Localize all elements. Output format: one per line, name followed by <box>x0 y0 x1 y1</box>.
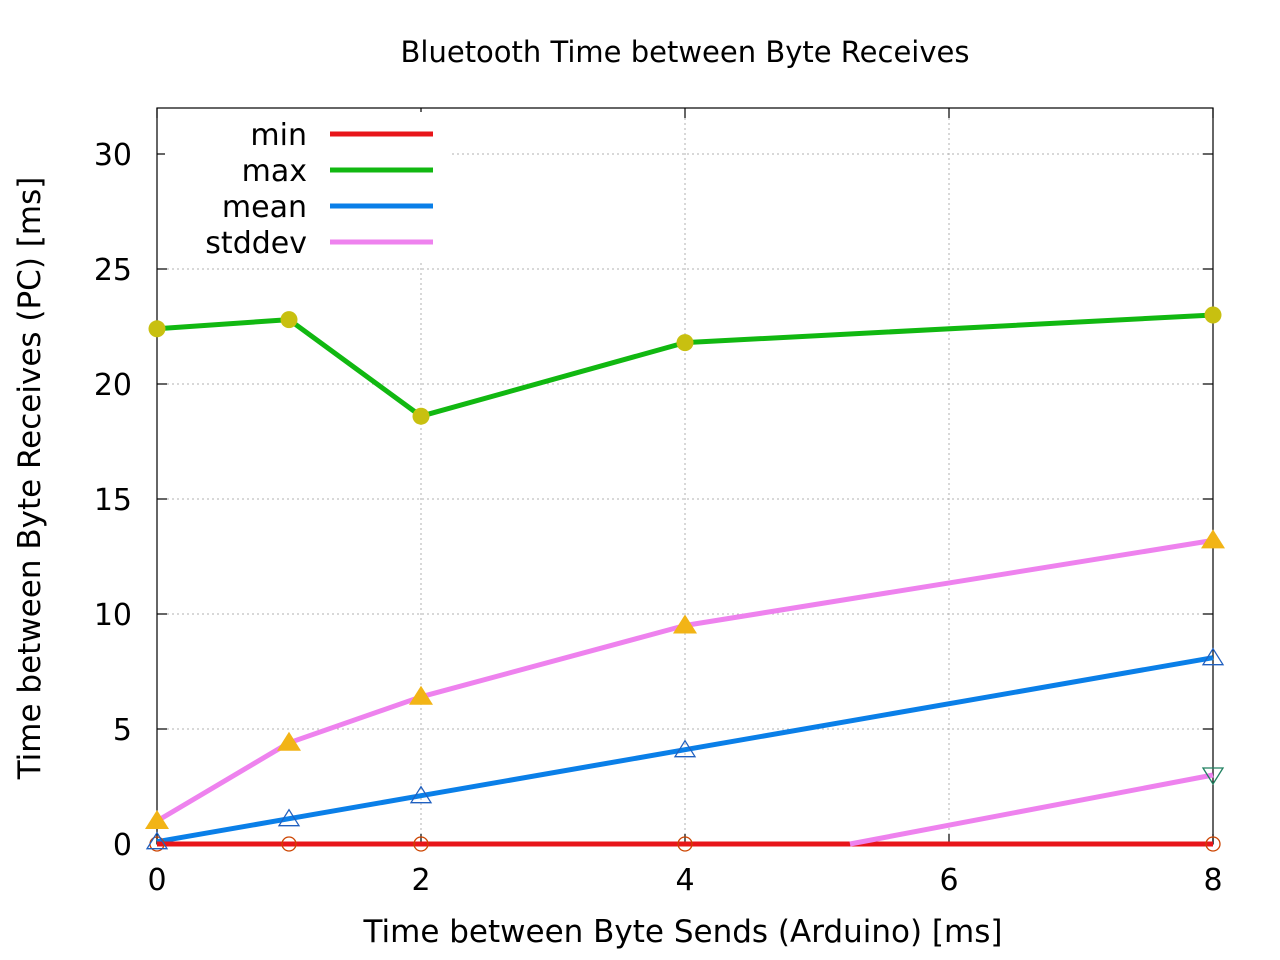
y-tick-label: 25 <box>94 253 132 288</box>
y-tick-label: 10 <box>94 598 132 633</box>
legend-label-min: min <box>250 118 307 153</box>
data-point-stddev <box>409 685 433 705</box>
series-line-extra <box>849 772 1214 847</box>
data-point-mean <box>673 739 697 758</box>
data-point-stddev <box>145 810 169 829</box>
y-tick-label: 15 <box>94 483 132 518</box>
y-tick-label: 5 <box>113 713 132 748</box>
data-point-max <box>676 334 694 352</box>
x-tick-label: 2 <box>411 863 430 898</box>
data-point-stddev <box>1201 529 1225 549</box>
series-line-mean <box>156 655 1214 845</box>
data-point-max <box>1204 306 1222 324</box>
data-point-mean <box>1201 647 1225 666</box>
data-point-max <box>412 407 430 425</box>
data-point-mean <box>409 785 433 804</box>
x-tick-label: 0 <box>147 863 166 898</box>
x-tick-label: 6 <box>939 863 958 898</box>
y-tick-label: 0 <box>113 828 132 863</box>
data-point-stddev <box>673 614 697 634</box>
data-point-mean <box>277 808 301 827</box>
y-axis-label: Time between Byte Receives (PC) [ms] <box>12 177 48 781</box>
marker-layer <box>145 306 1225 852</box>
data-point-stddev <box>277 731 301 751</box>
data-point-max <box>280 311 298 329</box>
x-tick-label: 4 <box>675 863 694 898</box>
x-tick-label: 8 <box>1203 863 1222 898</box>
legend-label-mean: mean <box>222 190 307 225</box>
legend-background <box>165 112 450 260</box>
series-line-max <box>156 312 1214 419</box>
data-point-min <box>413 836 429 852</box>
data-point-min <box>1205 836 1221 852</box>
data-point-max <box>148 320 166 338</box>
data-point-min <box>281 836 297 852</box>
data-point-extra <box>1201 767 1225 786</box>
legend-label-max: max <box>242 154 307 189</box>
y-tick-label: 30 <box>94 138 132 173</box>
legend-label-stddev: stddev <box>205 226 307 261</box>
x-axis-label: Time between Byte Sends (Arduino) [ms] <box>363 914 1003 950</box>
chart-title: Bluetooth Time between Byte Receives <box>401 35 970 69</box>
y-tick-label: 20 <box>94 368 132 403</box>
data-point-min <box>677 836 693 852</box>
axis-ticks: 0 2 4 6 8 0 5 10 15 20 25 30 <box>94 108 1223 898</box>
data-point-mean <box>145 831 169 850</box>
